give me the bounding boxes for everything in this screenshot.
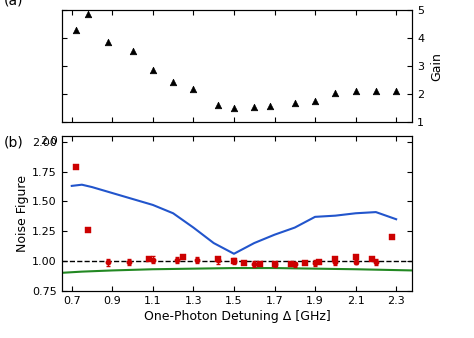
Point [129,48,137,53]
Point [230,105,238,111]
Point [230,258,238,264]
Text: (b): (b) [3,136,23,150]
X-axis label: One-Photon Detuning Δ [GHz]: One-Photon Detuning Δ [GHz] [144,310,330,323]
Point [169,79,177,84]
Point [315,259,323,265]
Point [368,256,375,261]
Point [84,227,92,233]
Text: 2.0: 2.0 [40,136,58,146]
Point [145,256,153,261]
Point [301,260,309,265]
Point [149,68,156,73]
Point [388,234,396,240]
Point [240,260,248,265]
Point [267,103,274,108]
Point [214,256,221,261]
Point [190,86,197,91]
Text: (a): (a) [3,0,23,8]
Point [352,89,359,94]
Point [291,100,299,105]
Point [311,99,319,104]
Point [372,88,380,93]
Point [392,89,400,94]
Point [180,255,187,260]
Point [331,256,339,261]
Point [352,255,359,260]
Point [214,102,221,108]
Y-axis label: Gain: Gain [430,52,443,81]
Point [271,262,278,267]
Y-axis label: Noise Figure: Noise Figure [16,175,29,252]
Point [84,11,92,17]
Point [72,27,80,32]
Point [256,262,264,267]
Point [250,104,258,110]
Point [287,261,294,267]
Point [72,164,80,170]
Point [104,40,112,45]
Point [331,90,339,96]
